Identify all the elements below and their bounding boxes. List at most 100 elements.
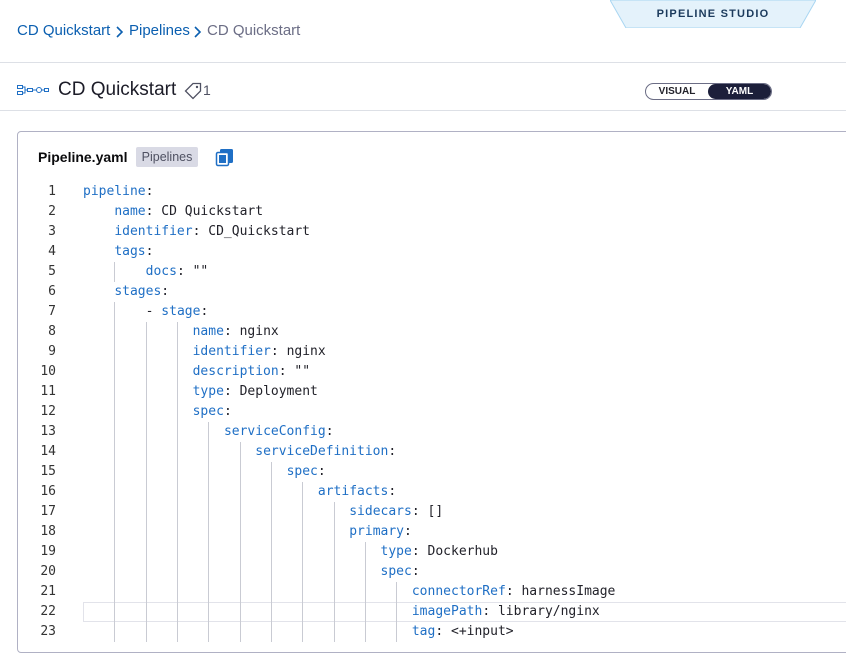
tag-icon[interactable] — [184, 82, 202, 100]
yaml-key: serviceConfig — [223, 424, 326, 439]
yaml-value: Dockerhub — [427, 544, 498, 559]
indent-guide — [270, 522, 272, 542]
yaml-value: CD Quickstart — [161, 204, 264, 219]
yaml-key: imagePath — [411, 604, 483, 619]
indent-guide — [270, 462, 272, 482]
indent-guide — [208, 502, 210, 522]
line-number: 18 — [40, 524, 56, 539]
indent-guide — [114, 562, 116, 582]
indent-guide — [239, 622, 241, 642]
indent-guide — [176, 322, 178, 342]
banner-shape — [610, 0, 816, 28]
indent-guide — [176, 422, 178, 442]
tag-count: 1 — [203, 82, 211, 98]
indent-guide — [364, 622, 366, 642]
indent-guide — [302, 542, 304, 562]
breadcrumb-current: CD Quickstart — [207, 22, 301, 39]
breadcrumb-link[interactable]: CD Quickstart — [17, 22, 111, 39]
indent-guide — [239, 522, 241, 542]
indent-guide — [208, 522, 210, 542]
file-badge: Pipelines — [136, 147, 198, 167]
indent-guide — [145, 322, 147, 342]
indent-guide — [114, 342, 116, 362]
indent-guide — [145, 482, 147, 502]
indent-guide — [270, 482, 272, 502]
indent-guide — [333, 582, 335, 602]
indent-guide — [176, 402, 178, 422]
separator: : — [145, 204, 154, 219]
line-number: 5 — [48, 264, 56, 279]
indent-guide — [114, 482, 116, 502]
indent-guide — [114, 362, 116, 382]
studio-banner: PIPELINE STUDIO — [610, 0, 816, 28]
indent-guide — [114, 402, 116, 422]
line-number: 16 — [40, 484, 56, 499]
separator: : — [411, 564, 420, 579]
yaml-key: name — [192, 324, 224, 339]
line-number: 13 — [40, 424, 56, 439]
indent-guide — [176, 502, 178, 522]
yaml-value: [] — [427, 504, 444, 519]
line-number: 8 — [48, 324, 56, 339]
indent-guide — [364, 582, 366, 602]
indent-guide — [114, 522, 116, 542]
indent-guide — [302, 562, 304, 582]
indent-guide — [396, 622, 398, 642]
separator: : — [404, 524, 412, 539]
indent-guide — [270, 502, 272, 522]
indent-guide — [176, 342, 178, 362]
divider — [0, 110, 846, 111]
indent-guide — [176, 582, 178, 602]
yaml-value: library/nginx — [497, 604, 600, 619]
yaml-key: type — [192, 384, 224, 399]
indent-guide — [208, 582, 210, 602]
indent-guide — [176, 442, 178, 462]
indent-guide — [114, 622, 116, 642]
indent-guide — [176, 622, 178, 642]
yaml-key: type — [380, 544, 412, 559]
indent-guide — [208, 482, 210, 502]
separator: : — [270, 344, 279, 359]
separator: : — [161, 284, 170, 299]
yaml-value: "" — [192, 264, 209, 279]
indent-guide — [145, 362, 147, 382]
yaml-key: identifier — [114, 224, 193, 239]
indent-guide — [333, 562, 335, 582]
indent-guide — [364, 602, 366, 622]
indent-guide — [270, 562, 272, 582]
separator: : — [145, 244, 154, 259]
separator: : — [278, 364, 287, 379]
yaml-value: CD_Quickstart — [208, 224, 311, 239]
line-number: 21 — [40, 584, 56, 599]
indent-guide — [208, 422, 210, 442]
line-number: 1 — [48, 184, 56, 199]
yaml-key: spec — [380, 564, 412, 579]
indent-guide — [239, 482, 241, 502]
yaml-tab[interactable]: YAML — [708, 84, 771, 99]
yaml-key: docs — [145, 264, 177, 279]
indent-guide — [364, 542, 366, 562]
indent-guide — [302, 522, 304, 542]
indent-guide — [270, 542, 272, 562]
copy-button[interactable] — [215, 147, 235, 167]
line-number: 12 — [40, 404, 56, 419]
yaml-value: nginx — [286, 344, 326, 359]
indent-guide — [176, 602, 178, 622]
line-number: 2 — [48, 204, 56, 219]
yaml-value: nginx — [239, 324, 279, 339]
visual-tab[interactable]: VISUAL — [658, 86, 696, 97]
indent-guide — [208, 542, 210, 562]
indent-guide — [114, 262, 116, 282]
file-name: Pipeline.yaml — [38, 149, 128, 165]
indent-guide — [176, 362, 178, 382]
indent-guide — [270, 582, 272, 602]
indent-guide — [333, 522, 335, 542]
yaml-key: spec — [286, 464, 318, 479]
indent-guide — [145, 422, 147, 442]
indent-guide — [145, 502, 147, 522]
indent-guide — [176, 522, 178, 542]
breadcrumb-link[interactable]: Pipelines — [129, 22, 190, 39]
view-toggle: VISUAL YAML — [645, 83, 772, 100]
pipeline-icon — [17, 85, 49, 95]
